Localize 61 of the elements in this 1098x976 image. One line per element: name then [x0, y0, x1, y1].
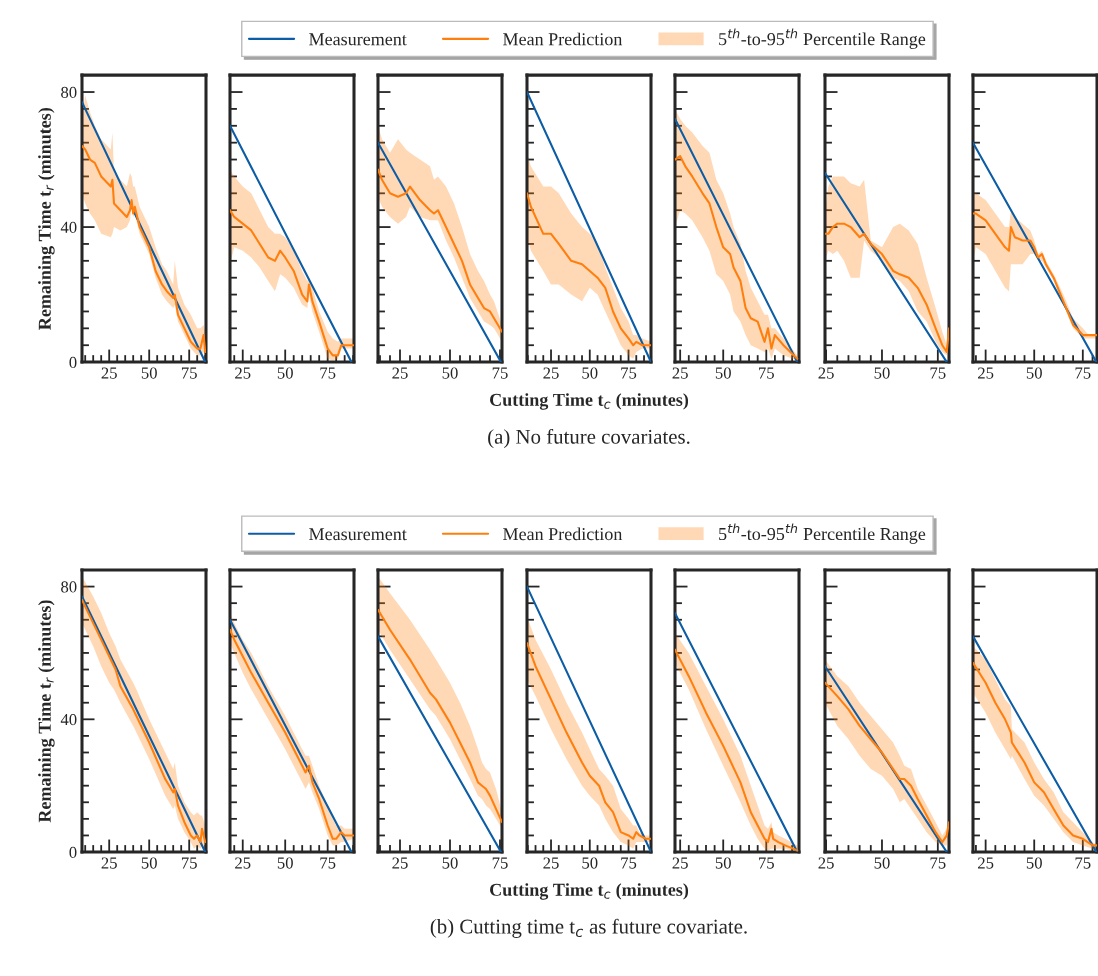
- legend-label: Mean Prediction: [503, 527, 623, 541]
- x-tick-label: 25: [392, 857, 408, 869]
- x-tick-label: 50: [141, 367, 157, 379]
- line-series: [82, 145, 206, 354]
- x-tick-label: 75: [1075, 857, 1091, 869]
- x-tick-label: 25: [672, 857, 688, 869]
- y-tick-label: 0: [69, 356, 77, 369]
- x-tick-label: 25: [543, 367, 559, 379]
- x-tick-label: 75: [759, 857, 774, 869]
- x-tick-label: 50: [141, 857, 157, 869]
- y-tick-label: 80: [61, 86, 77, 98]
- x-tick-label: 75: [930, 857, 946, 869]
- x-tick-label: 50: [874, 857, 890, 869]
- text: (b) Cutting time t$_{c}$ as future covariate.: [430, 918, 747, 938]
- x-tick-label: 75: [930, 367, 946, 379]
- x-tick-label: 75: [181, 367, 197, 379]
- x-tick-label: 25: [235, 367, 251, 379]
- x-tick-label: 25: [235, 857, 251, 869]
- x-tick-label: 50: [442, 857, 458, 869]
- x-tick-label: 50: [277, 367, 293, 379]
- x-axis-title: Cutting Time t$_{c}$ (minutes): [490, 883, 689, 900]
- x-tick-label: 75: [759, 367, 774, 379]
- y-tick-label: 40: [60, 714, 77, 726]
- text: (a) No future covariates.: [488, 428, 690, 449]
- legend-label: 5$^{th}$-to-95$^{th}$ Percentile Range: [719, 523, 926, 544]
- x-tick-label: 50: [715, 857, 731, 869]
- x-tick-label: 75: [320, 857, 336, 869]
- x-tick-label: 25: [392, 367, 408, 379]
- x-tick-label: 25: [818, 367, 834, 379]
- x-tick-label: 25: [978, 857, 994, 869]
- x-tick-label: 75: [320, 367, 336, 379]
- x-tick-label: 25: [101, 367, 117, 379]
- x-tick-label: 50: [1026, 367, 1042, 379]
- x-tick-label: 50: [1026, 857, 1042, 869]
- y-axis-title: Remaining Time t$_{r}$ (minutes): [38, 600, 55, 823]
- x-tick-label: 50: [277, 857, 293, 869]
- x-axis-title: Cutting Time t$_{c}$ (minutes): [490, 393, 689, 410]
- x-tick-label: 75: [621, 367, 637, 379]
- y-axis-title: Remaining Time t$_{r}$ (minutes): [38, 107, 55, 330]
- x-tick-label: 50: [442, 367, 458, 379]
- x-tick-label: 25: [101, 857, 117, 869]
- x-tick-label: 50: [715, 367, 731, 379]
- x-tick-label: 75: [492, 857, 508, 869]
- y-tick-label: 0: [69, 846, 77, 858]
- x-tick-label: 75: [1075, 367, 1091, 379]
- legend-label: Measurement: [309, 33, 407, 46]
- x-tick-label: 75: [621, 857, 637, 869]
- legend-label: Measurement: [309, 528, 407, 541]
- x-tick-label: 25: [543, 857, 559, 869]
- legend-label: 5$^{th}$-to-95$^{th}$ Percentile Range: [719, 28, 926, 49]
- x-tick-label: 25: [818, 857, 834, 869]
- x-tick-label: 25: [978, 367, 994, 379]
- x-tick-label: 75: [181, 857, 197, 869]
- x-tick-label: 25: [672, 367, 688, 379]
- x-tick-label: 50: [874, 367, 890, 379]
- x-tick-label: 50: [582, 367, 598, 379]
- legend-label: Mean Prediction: [503, 32, 623, 46]
- y-tick-label: 80: [61, 581, 77, 593]
- x-tick-label: 75: [492, 367, 508, 379]
- y-tick-label: 40: [60, 221, 77, 234]
- x-tick-label: 50: [582, 857, 598, 869]
